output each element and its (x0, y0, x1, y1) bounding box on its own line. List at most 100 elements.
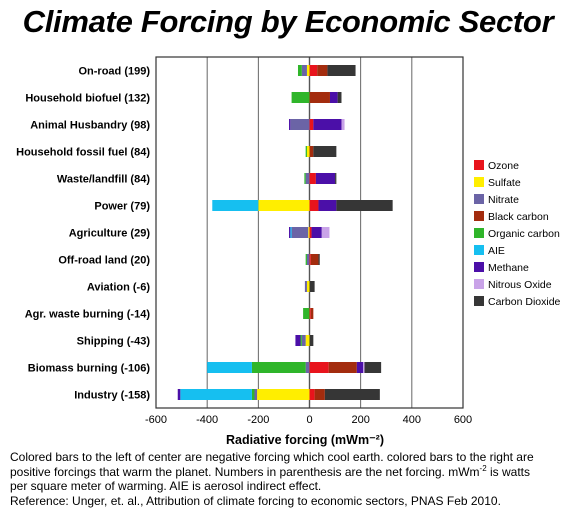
legend-swatch (474, 211, 484, 221)
bar-segment-sulfate (305, 335, 310, 346)
category-label: Off-road land (20) (58, 255, 150, 267)
bar-segment-ozone (309, 389, 315, 400)
bar-segment-carbon-dioxide (364, 362, 382, 373)
bar-segment-ozone (309, 362, 329, 373)
bar-segment-nitrate (305, 173, 310, 184)
caption: Colored bars to the left of center are n… (10, 450, 570, 508)
x-tick-label: -200 (247, 414, 269, 426)
x-tick-label: -400 (196, 414, 218, 426)
legend-label: Methane (488, 262, 529, 274)
legend-label: Nitrate (488, 194, 519, 206)
bar-segment-carbon-dioxide (313, 146, 337, 157)
bar-segment-nitrate (305, 362, 310, 373)
bar-segment-nitrate (304, 281, 307, 292)
bar-segment-organic-carbon (297, 65, 302, 76)
bar-segment-methane (177, 389, 181, 400)
plot-frame (155, 56, 464, 409)
bar-segment-sulfate (257, 389, 310, 400)
bar-segment-black-carbon (317, 65, 328, 76)
bar-segment-methane (315, 173, 336, 184)
bar-segment-carbon-dioxide (318, 254, 320, 265)
legend-label: Sulfate (488, 177, 521, 189)
bar-segment-ozone (309, 65, 318, 76)
legend-swatch (474, 160, 484, 170)
bar-segment-carbon-dioxide (309, 281, 315, 292)
caption-line-2: positive forcings that warm the planet. … (10, 463, 531, 479)
category-label: Industry (-158) (74, 390, 150, 402)
legend-swatch (474, 228, 484, 238)
legend-label: Nitrous Oxide (488, 279, 552, 291)
category-label: Waste/landfill (84) (57, 174, 150, 186)
category-label: Aviation (-6) (87, 282, 150, 294)
bar-segment-carbon-dioxide (327, 65, 356, 76)
legend-label: Carbon Dioxide (488, 296, 561, 308)
bar-segment-aie (212, 200, 259, 211)
bar-segment-organic-carbon (305, 146, 307, 157)
bar-segment-nitrous-oxide (341, 119, 345, 130)
bar-segment-ozone (309, 119, 314, 130)
legend-label: Black carbon (488, 211, 549, 223)
bar-segment-nitrate (291, 227, 309, 238)
category-label: Shipping (-43) (77, 336, 151, 348)
bar-segment-ozone (309, 254, 311, 265)
bar-segment-sulfate (306, 146, 310, 157)
bar-segment-nitrate (290, 119, 310, 130)
legend-swatch (474, 245, 484, 255)
category-label: Animal Husbandry (98) (30, 120, 150, 132)
bar-segment-methane (311, 227, 322, 238)
category-label: Power (79) (94, 201, 150, 213)
bar-segment-black-carbon (309, 92, 330, 103)
bar-segment-organic-carbon (251, 389, 255, 400)
bar-segment-ozone (309, 227, 312, 238)
category-label: Household fossil fuel (84) (16, 147, 150, 159)
bar-segment-black-carbon (314, 389, 325, 400)
caption-line-1: Colored bars to the left of center are n… (10, 450, 534, 464)
legend-swatch (474, 262, 484, 272)
legend-swatch (474, 296, 484, 306)
bar-segment-methane (289, 119, 291, 130)
legend-label: Organic carbon (488, 228, 560, 240)
x-tick-label: 400 (403, 414, 421, 426)
legend-label: AIE (488, 245, 505, 257)
stacked-bar-chart: -600 -400 -200 0 200 400 600 On-road (199) House… (16, 56, 561, 447)
bar-segment-nitrate (254, 389, 258, 400)
bar-segment-organic-carbon (303, 308, 310, 319)
legend-swatch (474, 279, 484, 289)
bar-segment-aie (180, 389, 252, 400)
bar-segment-black-carbon (328, 362, 357, 373)
bar-segment-sulfate (258, 200, 310, 211)
bar-segment-nitrous-oxide (321, 227, 330, 238)
bar-segment-sulfate (306, 65, 310, 76)
bar-segment-organic-carbon (251, 362, 306, 373)
x-tick-label: 600 (454, 414, 472, 426)
bar-segment-black-carbon (310, 308, 314, 319)
bar-segment-nitrate (301, 335, 306, 346)
bar-segment-methane (356, 362, 364, 373)
legend-swatch (474, 177, 484, 187)
bar-segment-organic-carbon (300, 335, 302, 346)
x-tick-label: -600 (145, 414, 167, 426)
category-label: Household biofuel (132) (25, 93, 150, 105)
bar-segment-methane (329, 92, 338, 103)
bar-segment-carbon-dioxide (336, 200, 393, 211)
bar-segment-carbon-dioxide (324, 389, 380, 400)
bar-segment-ozone (309, 173, 316, 184)
legend-swatch (474, 194, 484, 204)
bar-segment-methane (289, 227, 291, 238)
category-label: Agr. waste burning (-14) (25, 309, 151, 321)
caption-line-4: Reference: Unger, et. al., Attribution o… (10, 493, 501, 508)
bar-segment-ozone (309, 308, 311, 319)
bar-segment-methane (295, 335, 301, 346)
bar-segment-methane (313, 119, 342, 130)
category-label: On-road (199) (78, 66, 150, 78)
bar-segment-nitrate (306, 254, 310, 265)
bar-segment-black-carbon (309, 146, 314, 157)
bar-segment-organic-carbon (304, 173, 306, 184)
bar-segment-aie (207, 362, 252, 373)
bar-segment-aie (290, 227, 292, 238)
bar-segment-sulfate (306, 281, 310, 292)
bar-segment-carbon-dioxide (337, 92, 342, 103)
bar-segment-sulfate (308, 227, 310, 238)
chart-title: Climate Forcing by Economic Sector (22, 4, 554, 39)
caption-line-3: per square meter of warming. AIE is aero… (10, 479, 322, 493)
